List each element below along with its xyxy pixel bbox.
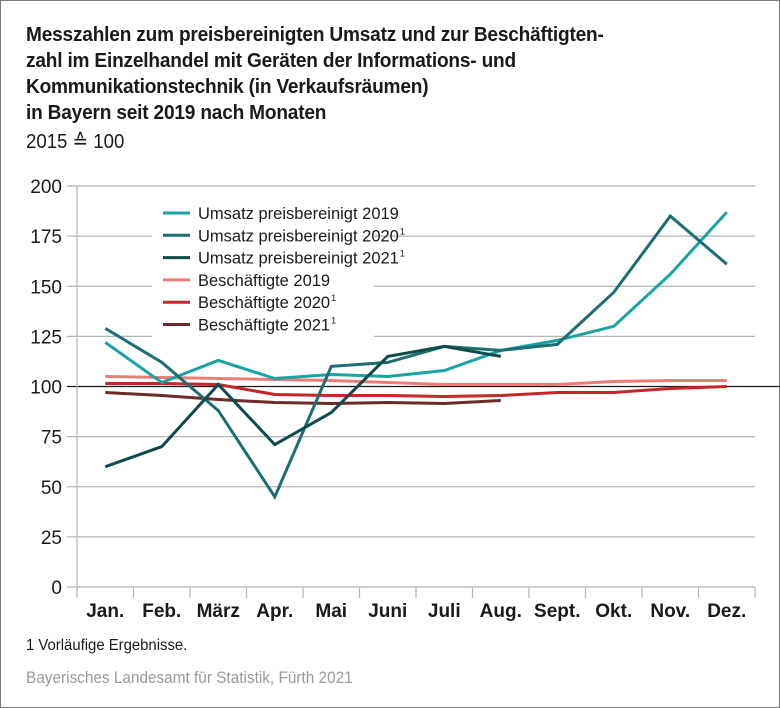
title-line-2: zahl im Einzelhandel mit Geräten der Inf… (26, 49, 516, 72)
y-tick-label: 75 (41, 428, 62, 449)
series-line-besch-ftigte-2020 (105, 382, 727, 399)
legend-label: Beschäftigte 2019 (198, 272, 330, 290)
series-line-besch-ftigte-2019 (105, 375, 727, 386)
series-line-besch-ftigte-2021 (105, 391, 501, 406)
x-tick-label: Juni (368, 601, 407, 622)
source-note: Bayerisches Landesamt für Statistik, Für… (26, 669, 353, 687)
x-tick-label: Aug. (480, 601, 522, 622)
series-line-umsatz-preisbereinigt-2019 (104, 211, 728, 385)
x-tick-label: Jan. (86, 601, 124, 622)
footnote: 1 Vorläufige Ergebnisse. (26, 637, 188, 654)
x-axis: Jan. Feb. März Apr. Mai Juni Juli Aug. Sept. Okt.… (76, 587, 756, 622)
series-line-umsatz-preisbereinigt-2020 (104, 213, 728, 500)
legend: Umsatz preisbereinigt 2019 Umsatz preisbe… (152, 197, 405, 340)
x-tick-label: Feb. (142, 601, 181, 622)
series-line-umsatz-preisbereinigt-2021 (104, 344, 502, 469)
y-tick-label: 175 (30, 227, 62, 248)
title-line-3: Kommunikationstechnik (in Verkaufsräumen… (26, 75, 429, 98)
chart-title: Messzahlen zum preisbereinigten Umsatz u… (26, 22, 714, 126)
y-axis: 0 25 50 75 100 125 150 175 200 (30, 177, 78, 599)
y-tick-label: 125 (30, 327, 62, 348)
legend-background (152, 197, 374, 340)
x-tick-label: Okt. (595, 601, 632, 622)
y-tick-label: 100 (30, 378, 62, 399)
legend-label: Beschäftigte 20211 (198, 316, 336, 335)
x-tick-label: Apr. (256, 601, 293, 622)
x-tick-label: Dez. (707, 601, 746, 622)
legend-label: Umsatz preisbereinigt 20201 (198, 226, 405, 245)
x-tick-label: Nov. (650, 601, 690, 622)
legend-label: Umsatz preisbereinigt 20211 (198, 249, 405, 268)
y-tick-label: 50 (41, 478, 62, 499)
x-tick-label: März (197, 601, 240, 622)
x-tick-label: Juli (428, 601, 461, 622)
y-tick-label: 200 (30, 177, 62, 198)
series-lines (104, 211, 728, 500)
x-tick-label: Sept. (534, 601, 580, 622)
y-tick-label: 150 (30, 277, 62, 298)
chart-subtitle: 2015 ≙ 100 (26, 131, 125, 153)
title-line-4: in Bayern seit 2019 nach Monaten (26, 101, 327, 124)
legend-label: Umsatz preisbereinigt 2019 (198, 205, 399, 223)
legend-label: Beschäftigte 20201 (198, 293, 336, 312)
title-line-1: Messzahlen zum preisbereinigten Umsatz u… (26, 23, 604, 46)
x-tick-label: Mai (315, 601, 347, 622)
y-tick-label: 0 (51, 578, 62, 599)
y-tick-label: 25 (41, 528, 62, 549)
